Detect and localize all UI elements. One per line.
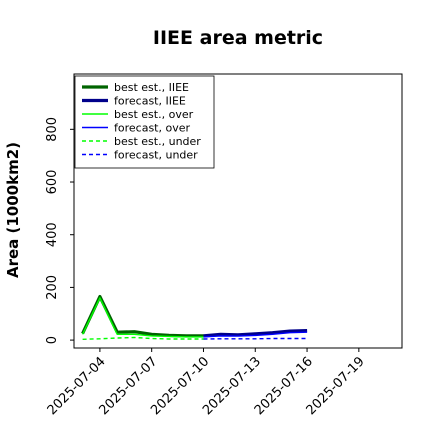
y-axis-label: Area (1000km2) (4, 142, 22, 278)
legend-label: best est., IIEE (114, 81, 189, 94)
y-tick-label: 200 (45, 275, 60, 300)
y-tick-label: 400 (45, 222, 60, 247)
legend-frame (74, 75, 215, 169)
legend-label: forecast, over (114, 122, 190, 135)
legend-label: forecast, under (114, 149, 198, 162)
series-line-2 (203, 329, 308, 338)
x-axis: 2025-07-042025-07-072025-07-102025-07-13… (45, 348, 368, 418)
series-line-5 (82, 336, 204, 340)
legend-label: best est., under (114, 135, 201, 148)
chart-title: IIEE area metric (153, 27, 323, 49)
y-tick-label: 0 (45, 336, 60, 344)
series-line-4 (203, 331, 308, 338)
series-line-3 (81, 297, 204, 338)
legend-label: forecast, IIEE (114, 95, 186, 108)
series-line-6 (203, 337, 308, 340)
y-axis: 0 200 400 600 800 (45, 117, 74, 344)
y-tick-label: 600 (45, 170, 60, 195)
series-layer (81, 295, 308, 340)
y-tick-label: 800 (45, 117, 60, 142)
legend-label: best est., over (114, 108, 194, 121)
